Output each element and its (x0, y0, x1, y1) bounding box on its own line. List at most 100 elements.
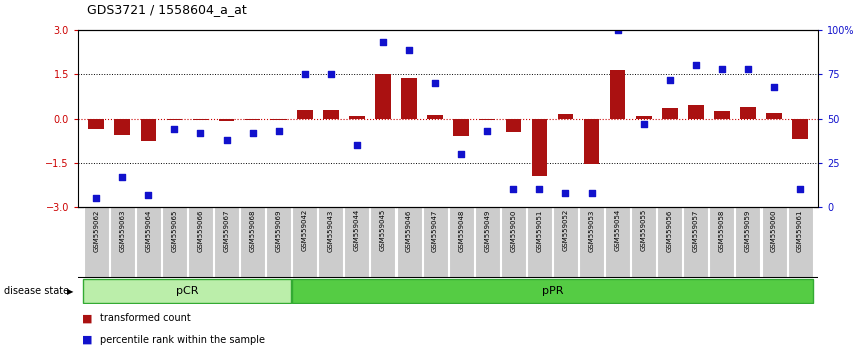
Point (793, 187, 807, 192)
Bar (245, 119, 261, 120)
Text: GSM559055: GSM559055 (641, 209, 647, 251)
Text: GSM559059: GSM559059 (745, 209, 751, 252)
Bar (454, 119, 469, 136)
Bar (162, 207, 187, 278)
Bar (240, 207, 265, 278)
Bar (192, 119, 209, 120)
Text: GSM559069: GSM559069 (275, 209, 281, 252)
Bar (787, 207, 812, 278)
Text: ■: ■ (82, 335, 93, 345)
Bar (766, 113, 782, 119)
Point (298, 72, 312, 77)
Text: GSM559060: GSM559060 (771, 209, 777, 252)
Bar (266, 207, 291, 278)
Bar (84, 207, 109, 278)
Bar (114, 119, 130, 135)
Point (689, 63, 703, 68)
Bar (271, 119, 287, 120)
Bar (375, 74, 391, 119)
Bar (349, 116, 365, 119)
Text: GSM559064: GSM559064 (145, 209, 152, 252)
Bar (761, 207, 786, 278)
Point (89, 195, 103, 201)
Text: GSM559049: GSM559049 (484, 209, 490, 252)
Bar (423, 207, 448, 278)
Bar (136, 207, 161, 278)
Bar (219, 119, 235, 121)
Bar (297, 110, 313, 119)
Bar (792, 119, 808, 139)
Point (585, 190, 598, 196)
Point (324, 72, 338, 77)
Bar (558, 114, 573, 119)
Text: GSM559053: GSM559053 (589, 209, 595, 252)
Point (481, 128, 494, 134)
Bar (345, 207, 370, 278)
Text: GSM559045: GSM559045 (380, 209, 386, 251)
Bar (688, 105, 704, 119)
Text: GSM559046: GSM559046 (406, 209, 412, 252)
Bar (449, 207, 474, 278)
Bar (709, 207, 734, 278)
Text: pPR: pPR (542, 286, 563, 296)
Bar (501, 207, 526, 278)
Point (193, 130, 207, 136)
Text: transformed count: transformed count (100, 313, 191, 323)
Point (637, 121, 650, 127)
Point (167, 126, 181, 132)
Bar (427, 115, 443, 119)
Text: GSM559065: GSM559065 (171, 209, 178, 252)
Bar (188, 207, 213, 278)
Bar (532, 119, 547, 176)
Bar (657, 207, 682, 278)
Bar (397, 207, 422, 278)
Text: percentile rank within the sample: percentile rank within the sample (100, 335, 265, 345)
Text: GSM559052: GSM559052 (563, 209, 568, 251)
Point (662, 77, 676, 82)
Bar (579, 207, 604, 278)
Bar (292, 207, 317, 278)
Point (767, 84, 781, 90)
Point (507, 187, 520, 192)
Bar (553, 207, 578, 278)
Text: GSM559043: GSM559043 (328, 209, 333, 252)
Bar (475, 207, 500, 278)
Text: GSM559058: GSM559058 (719, 209, 725, 252)
Bar (480, 119, 495, 120)
Bar (166, 119, 182, 120)
Text: pCR: pCR (176, 286, 198, 296)
Bar (636, 116, 651, 119)
Bar (610, 70, 625, 119)
Text: GSM559062: GSM559062 (94, 209, 100, 252)
Point (533, 187, 546, 192)
Text: disease state: disease state (4, 286, 69, 296)
Text: GSM559056: GSM559056 (667, 209, 673, 252)
Text: ▶: ▶ (67, 287, 74, 296)
Point (559, 190, 572, 196)
Text: GSM559047: GSM559047 (432, 209, 438, 252)
Point (141, 192, 155, 198)
Point (246, 130, 260, 136)
Point (272, 128, 286, 134)
Point (350, 142, 364, 148)
Bar (110, 207, 135, 278)
Text: ■: ■ (82, 313, 93, 323)
Bar (683, 207, 708, 278)
Bar (735, 207, 760, 278)
Bar (584, 119, 599, 164)
Point (428, 80, 442, 86)
Bar (83, 279, 291, 303)
Text: GSM559068: GSM559068 (249, 209, 255, 252)
Point (115, 174, 129, 180)
Bar (371, 207, 396, 278)
Point (741, 66, 755, 72)
Text: GSM559067: GSM559067 (223, 209, 229, 252)
Bar (527, 207, 552, 278)
Point (611, 27, 624, 33)
Bar (662, 108, 677, 119)
Bar (323, 110, 339, 119)
Text: GSM559061: GSM559061 (797, 209, 803, 252)
Bar (319, 207, 343, 278)
Bar (714, 111, 730, 119)
Text: GSM559051: GSM559051 (536, 209, 542, 252)
